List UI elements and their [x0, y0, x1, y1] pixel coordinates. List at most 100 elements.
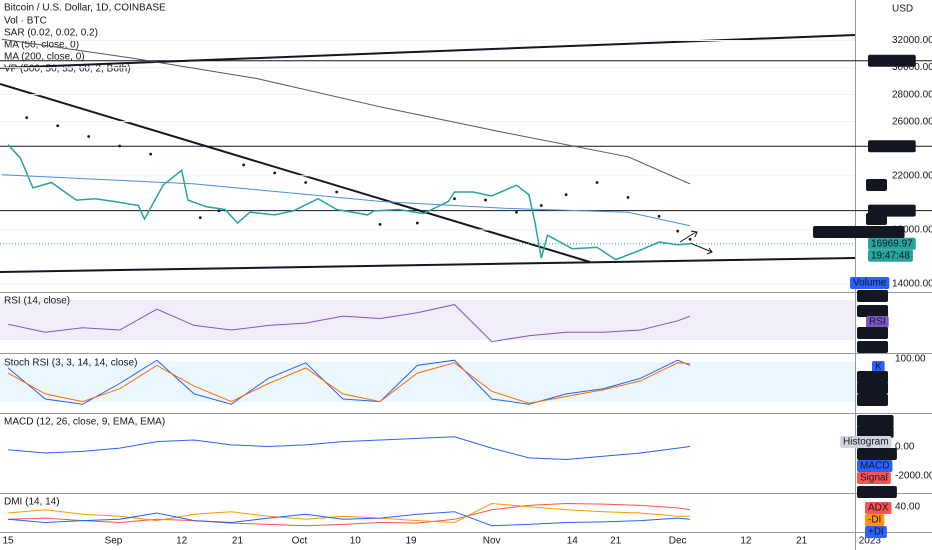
sar-dot: [118, 144, 122, 148]
axis-label-bg: [857, 290, 889, 302]
axis-label-bg: [865, 502, 892, 514]
axis-label-bg: [857, 460, 893, 472]
series-line: [7, 362, 691, 404]
legend-volume: Vol · BTC: [4, 16, 47, 27]
panel-title: RSI (14, close): [4, 296, 70, 307]
legend-sar: SAR (0.02, 0.02, 0.2): [4, 28, 98, 39]
x-tick-label: Sep: [105, 536, 123, 547]
legend-ma200: MA (200, close, 0): [4, 52, 85, 63]
axis-label-bg: [840, 436, 892, 448]
axis-label: ADX: [868, 503, 889, 514]
series-line: [1, 174, 691, 227]
series-line: [8, 511, 691, 527]
axis-label: RSI: [869, 317, 886, 328]
axis-unit: USD: [892, 4, 913, 15]
panel-title: DMI (14, 14): [4, 497, 60, 508]
last-price-label: 16969.97: [871, 238, 913, 249]
series-tag-bg: [866, 213, 887, 225]
sar-dot: [564, 193, 568, 197]
axis-label-bg: [857, 327, 889, 339]
axis-label: -232.42: [860, 449, 894, 460]
series-line: [7, 144, 691, 261]
y-tick-label: 32000.00: [892, 35, 932, 46]
sar-dot: [676, 229, 680, 233]
series-line: [7, 304, 691, 343]
axis-label: 25.60: [860, 342, 885, 353]
sar-dot: [217, 209, 221, 213]
sar-dot: [657, 214, 661, 218]
axis-label: 40.00: [895, 502, 920, 513]
level-label: 19417.09: [871, 205, 913, 216]
axis-label: 100.00: [895, 354, 926, 365]
sar-dot: [539, 204, 543, 207]
series-tag: SAR:ParabolicSAR: [816, 227, 902, 238]
legend-symbol: Bitcoin / U.S. Dollar, 1D, COINBASE: [4, 3, 166, 14]
axis-label: Signal: [860, 473, 888, 484]
series-tag-bg: [813, 226, 905, 238]
sar-dot: [378, 223, 382, 226]
axis-label: K: [875, 362, 882, 373]
axis-label-bg: [857, 415, 894, 427]
level-label-bg: [868, 140, 916, 153]
axis-label: 0.00: [895, 442, 915, 453]
rsi-band: [0, 300, 855, 340]
panel-title: Stoch RSI (3, 3, 14, 14, close): [4, 358, 137, 369]
sar-dot: [242, 163, 246, 167]
axis-label: 890.55: [860, 416, 891, 427]
axis-label-bg: [872, 361, 885, 373]
trend-line: [0, 83, 591, 263]
axis-label-bg: [857, 371, 889, 383]
sar-dot: [484, 198, 487, 202]
sar-dot: [688, 237, 692, 241]
last-price-label-bg: [868, 237, 916, 250]
axis-label-bg: [865, 526, 887, 538]
axis-label: -DI: [868, 515, 881, 526]
x-tick-label: 21: [232, 536, 244, 547]
projection-arrows: [679, 230, 713, 255]
series-tag-bg: [850, 277, 890, 289]
x-tick-label: 10: [350, 536, 362, 547]
sar-dot: [515, 210, 518, 214]
series-tag: Volume: [853, 278, 887, 289]
level-label: 30507.81: [871, 55, 913, 66]
series-tag: MA: [869, 180, 884, 191]
y-tick-label: 30000.00: [892, 62, 932, 73]
sar-dot: [149, 152, 153, 156]
axis-label: Histogram: [843, 437, 889, 448]
axis-label-bg: [857, 448, 897, 460]
x-tick-label: Nov: [483, 536, 501, 547]
y-tick-label: 26000.00: [892, 116, 932, 127]
series-line: [8, 502, 691, 527]
series-line: [7, 359, 691, 405]
sar-dot: [273, 171, 277, 175]
axis-label-bg: [857, 472, 891, 484]
y-tick-label: 28000.00: [892, 89, 932, 100]
y-tick-label: 18000.00: [892, 224, 932, 235]
x-tick-label: 2023: [859, 536, 882, 547]
sar-dot: [453, 197, 456, 201]
countdown-label: 19:47:48: [871, 250, 910, 261]
sar-dot: [626, 195, 630, 199]
series-tag: MA: [869, 214, 884, 225]
trend-line: [0, 257, 856, 273]
y-tick-label: 22000.00: [892, 170, 932, 181]
sar-dot: [25, 116, 29, 120]
sar-dot: [335, 190, 339, 194]
level-label-bg: [868, 54, 916, 67]
axis-label-bg: [857, 305, 889, 317]
axis-label-bg: [865, 514, 885, 526]
series-line: [8, 502, 691, 524]
sar-dot: [415, 221, 419, 225]
axis-label-bg: [857, 382, 889, 394]
series-tag-bg: [866, 179, 887, 191]
sar-dot: [304, 181, 308, 184]
axis-label: 69.00: [860, 383, 885, 394]
series-line: [1, 38, 691, 185]
axis-label-bg: [857, 486, 897, 498]
axis-label: +DI: [868, 527, 884, 538]
axis-label-bg: [857, 341, 889, 353]
x-tick-label: 12: [176, 536, 188, 547]
